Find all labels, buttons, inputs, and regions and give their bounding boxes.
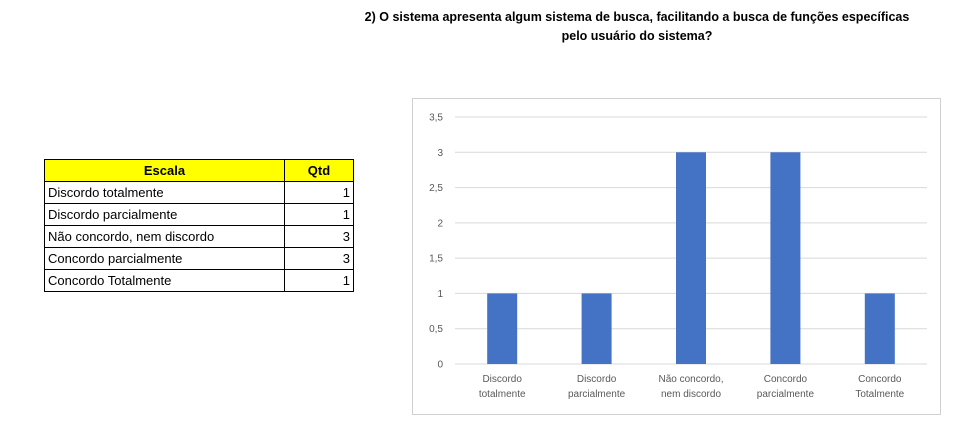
x-tick-label: Concordo parcialmente — [757, 374, 815, 400]
table-row: Discordo totalmente 1 — [44, 181, 354, 204]
scale-table: Escala Qtd Discordo totalmente 1 Discord… — [44, 159, 354, 292]
y-tick-label: 2 — [437, 218, 443, 229]
table-row: Concordo Totalmente 1 — [44, 269, 354, 292]
y-tick-label: 3,5 — [429, 113, 443, 124]
y-tick-label: 0,5 — [429, 324, 443, 335]
row-value: 3 — [284, 225, 354, 248]
y-tick-label: 1,5 — [429, 254, 443, 265]
row-label: Concordo parcialmente — [44, 247, 285, 270]
bar — [581, 293, 612, 364]
bar — [770, 152, 801, 364]
table-row: Concordo parcialmente 3 — [44, 247, 354, 270]
y-tick-label: 2,5 — [429, 183, 443, 194]
y-tick-label: 3 — [437, 148, 443, 159]
row-label: Discordo totalmente — [44, 181, 285, 204]
row-label: Discordo parcialmente — [44, 203, 285, 226]
bar-chart-svg: 0 0,5 1 1,5 2 2,5 3 3,5 Discordo totalmente Discor… — [429, 113, 927, 400]
x-tick-label: Discordo parcialmente — [568, 374, 626, 400]
row-label: Concordo Totalmente — [44, 269, 285, 292]
header-qtd: Qtd — [284, 159, 354, 182]
y-tick-label: 0 — [437, 360, 443, 371]
row-label: Não concordo, nem discordo — [44, 225, 285, 248]
header-escala: Escala — [44, 159, 285, 182]
chart-question-title: 2) O sistema apresenta algum sistema de … — [364, 10, 910, 43]
row-value: 1 — [284, 269, 354, 292]
table-row: Discordo parcialmente 1 — [44, 203, 354, 226]
row-value: 3 — [284, 247, 354, 270]
table-row: Não concordo, nem discordo 3 — [44, 225, 354, 248]
y-tick-label: 1 — [437, 289, 443, 300]
x-tick-label: Não concordo, nem discordo — [658, 374, 723, 400]
bar — [487, 293, 518, 364]
x-tick-label: Discordo totalmente — [479, 374, 526, 400]
row-value: 1 — [284, 203, 354, 226]
table-header-row: Escala Qtd — [44, 159, 354, 182]
row-value: 1 — [284, 181, 354, 204]
bar — [676, 152, 706, 364]
x-tick-label: Concordo Totalmente — [855, 374, 904, 400]
bar-chart: 0 0,5 1 1,5 2 2,5 3 3,5 Discordo totalmente Discor… — [412, 98, 941, 415]
bar — [864, 293, 895, 364]
